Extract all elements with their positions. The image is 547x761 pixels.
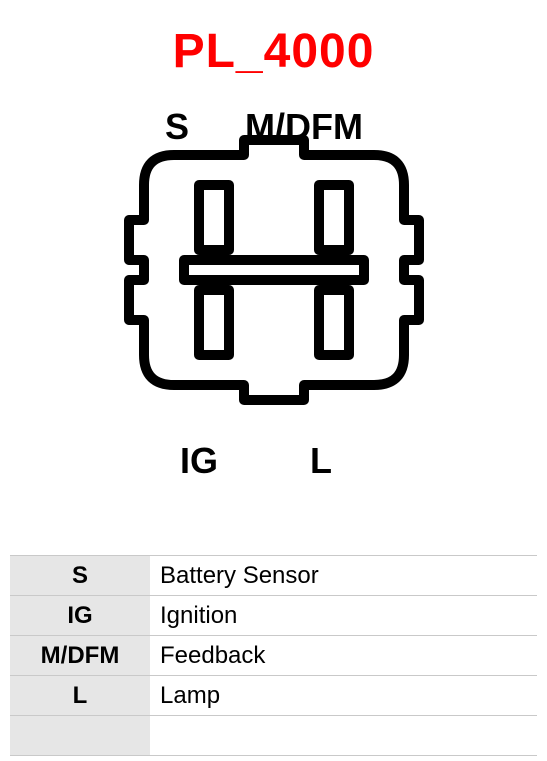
pin-label-s: S: [165, 106, 189, 148]
legend-desc: Ignition: [150, 596, 537, 636]
legend-row: SBattery Sensor: [10, 556, 537, 596]
legend-row: [10, 716, 537, 756]
legend-symbol: M/DFM: [10, 636, 150, 676]
legend-symbol: L: [10, 676, 150, 716]
legend-desc: Feedback: [150, 636, 537, 676]
connector-diagram: S M/DFM IG L: [0, 110, 547, 540]
legend-body: SBattery SensorIGIgnitionM/DFMFeedbackLL…: [10, 556, 537, 756]
diagram-title: PL_4000: [0, 24, 547, 79]
legend-row: IGIgnition: [10, 596, 537, 636]
pin-label-mdfm: M/DFM: [245, 106, 363, 148]
legend-row: LLamp: [10, 676, 537, 716]
legend-desc: [150, 716, 537, 756]
legend-desc: Lamp: [150, 676, 537, 716]
legend-table: SBattery SensorIGIgnitionM/DFMFeedbackLL…: [10, 555, 537, 756]
legend-symbol: [10, 716, 150, 756]
legend-desc: Battery Sensor: [150, 556, 537, 596]
legend-row: M/DFMFeedback: [10, 636, 537, 676]
connector-svg: [114, 110, 434, 430]
pin-label-ig: IG: [180, 440, 218, 482]
pin-label-l: L: [310, 440, 332, 482]
legend-symbol: IG: [10, 596, 150, 636]
legend-symbol: S: [10, 556, 150, 596]
